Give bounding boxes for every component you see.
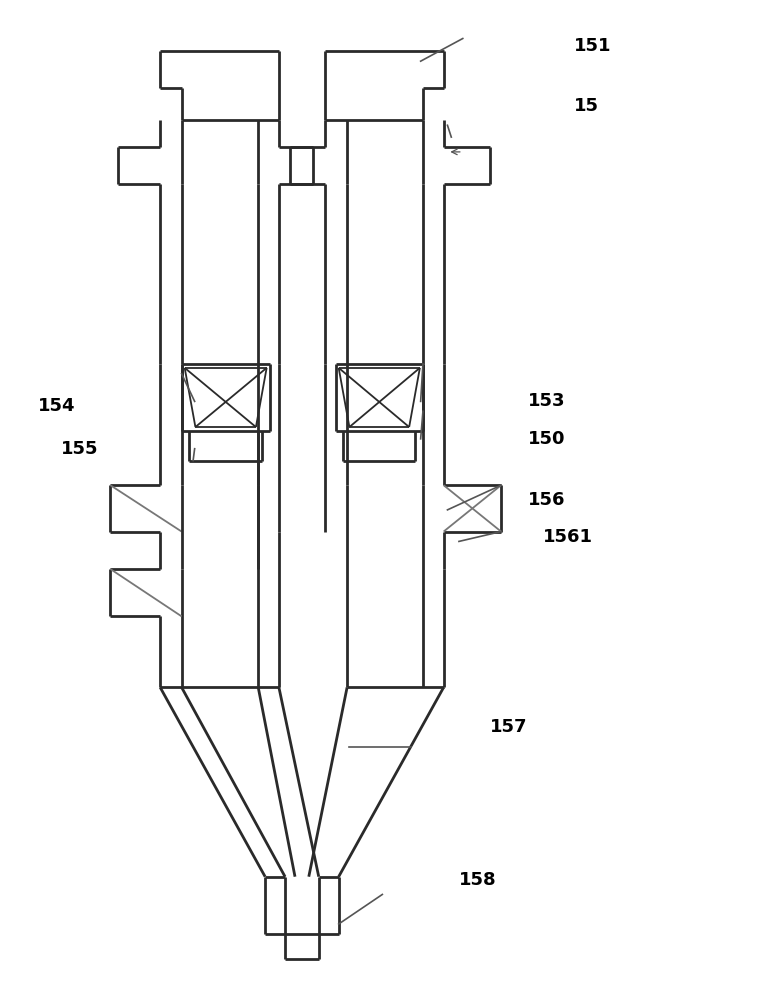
Text: 158: 158 [459,871,497,889]
Text: 150: 150 [528,430,566,448]
Text: 151: 151 [574,37,612,55]
Text: 157: 157 [490,718,527,736]
Text: 155: 155 [61,440,98,458]
Text: 1561: 1561 [543,528,594,546]
Text: 153: 153 [528,392,566,410]
Text: 15: 15 [574,97,599,115]
Text: 156: 156 [528,491,566,509]
Text: 154: 154 [37,397,75,415]
